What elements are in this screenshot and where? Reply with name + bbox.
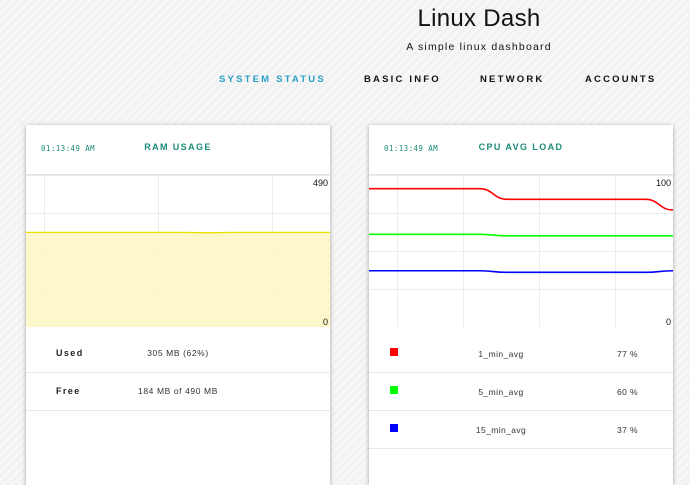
- page-subtitle: A simple linux dashboard: [0, 41, 690, 53]
- ram-card-header: 01:13:49 AM RAM USAGE: [26, 125, 330, 175]
- ram-free-row: Free 184 MB of 490 MB: [26, 373, 330, 411]
- ram-chart-min-label: 0: [323, 317, 328, 327]
- cpu-row-name: 15_min_avg: [369, 425, 633, 435]
- ram-used-value: 305 MB (62%): [26, 348, 330, 358]
- nav-system-status[interactable]: SYSTEM STATUS: [219, 74, 326, 85]
- ram-chart-max-label: 490: [313, 178, 328, 188]
- cpu-row-percent: 77 %: [617, 349, 638, 359]
- cpu-row-name: 5_min_avg: [369, 387, 633, 397]
- cpu-chart: 100 0: [369, 175, 673, 327]
- nav-basic-info[interactable]: BASIC INFO: [364, 74, 441, 85]
- ram-chart-svg: [26, 175, 330, 327]
- cpu-card-header: 01:13:49 AM CPU AVG LOAD: [369, 125, 673, 175]
- nav-network[interactable]: NETWORK: [480, 74, 544, 85]
- cpu-row-percent: 37 %: [617, 425, 638, 435]
- nav-accounts[interactable]: ACCOUNTS: [585, 74, 656, 85]
- page-title: Linux Dash: [0, 5, 690, 33]
- cpu-row-15min: 15_min_avg 37 %: [369, 411, 673, 449]
- cpu-chart-max-label: 100: [656, 178, 671, 188]
- cpu-line-1min: [369, 189, 673, 210]
- cpu-chart-svg: [369, 175, 673, 327]
- ram-card-title: RAM USAGE: [26, 142, 330, 152]
- ram-free-value: 184 MB of 490 MB: [26, 386, 330, 396]
- cpu-chart-min-label: 0: [666, 317, 671, 327]
- ram-area-fill: [26, 232, 330, 327]
- cpu-card-title: CPU AVG LOAD: [369, 142, 673, 152]
- main-nav: SYSTEM STATUS BASIC INFO NETWORK ACCOUNT…: [0, 74, 690, 88]
- ram-chart: 490 0: [26, 175, 330, 327]
- cpu-line-15min: [369, 271, 673, 273]
- cpu-load-card: 01:13:49 AM CPU AVG LOAD 100 0 1_min_avg…: [369, 125, 673, 485]
- cpu-row-5min: 5_min_avg 60 %: [369, 373, 673, 411]
- ram-usage-card: 01:13:49 AM RAM USAGE 490 0 Used 305 MB …: [26, 125, 330, 485]
- cpu-row-name: 1_min_avg: [369, 349, 633, 359]
- cpu-line-5min: [369, 234, 673, 236]
- cpu-row-percent: 60 %: [617, 387, 638, 397]
- ram-used-row: Used 305 MB (62%): [26, 335, 330, 373]
- cpu-row-1min: 1_min_avg 77 %: [369, 335, 673, 373]
